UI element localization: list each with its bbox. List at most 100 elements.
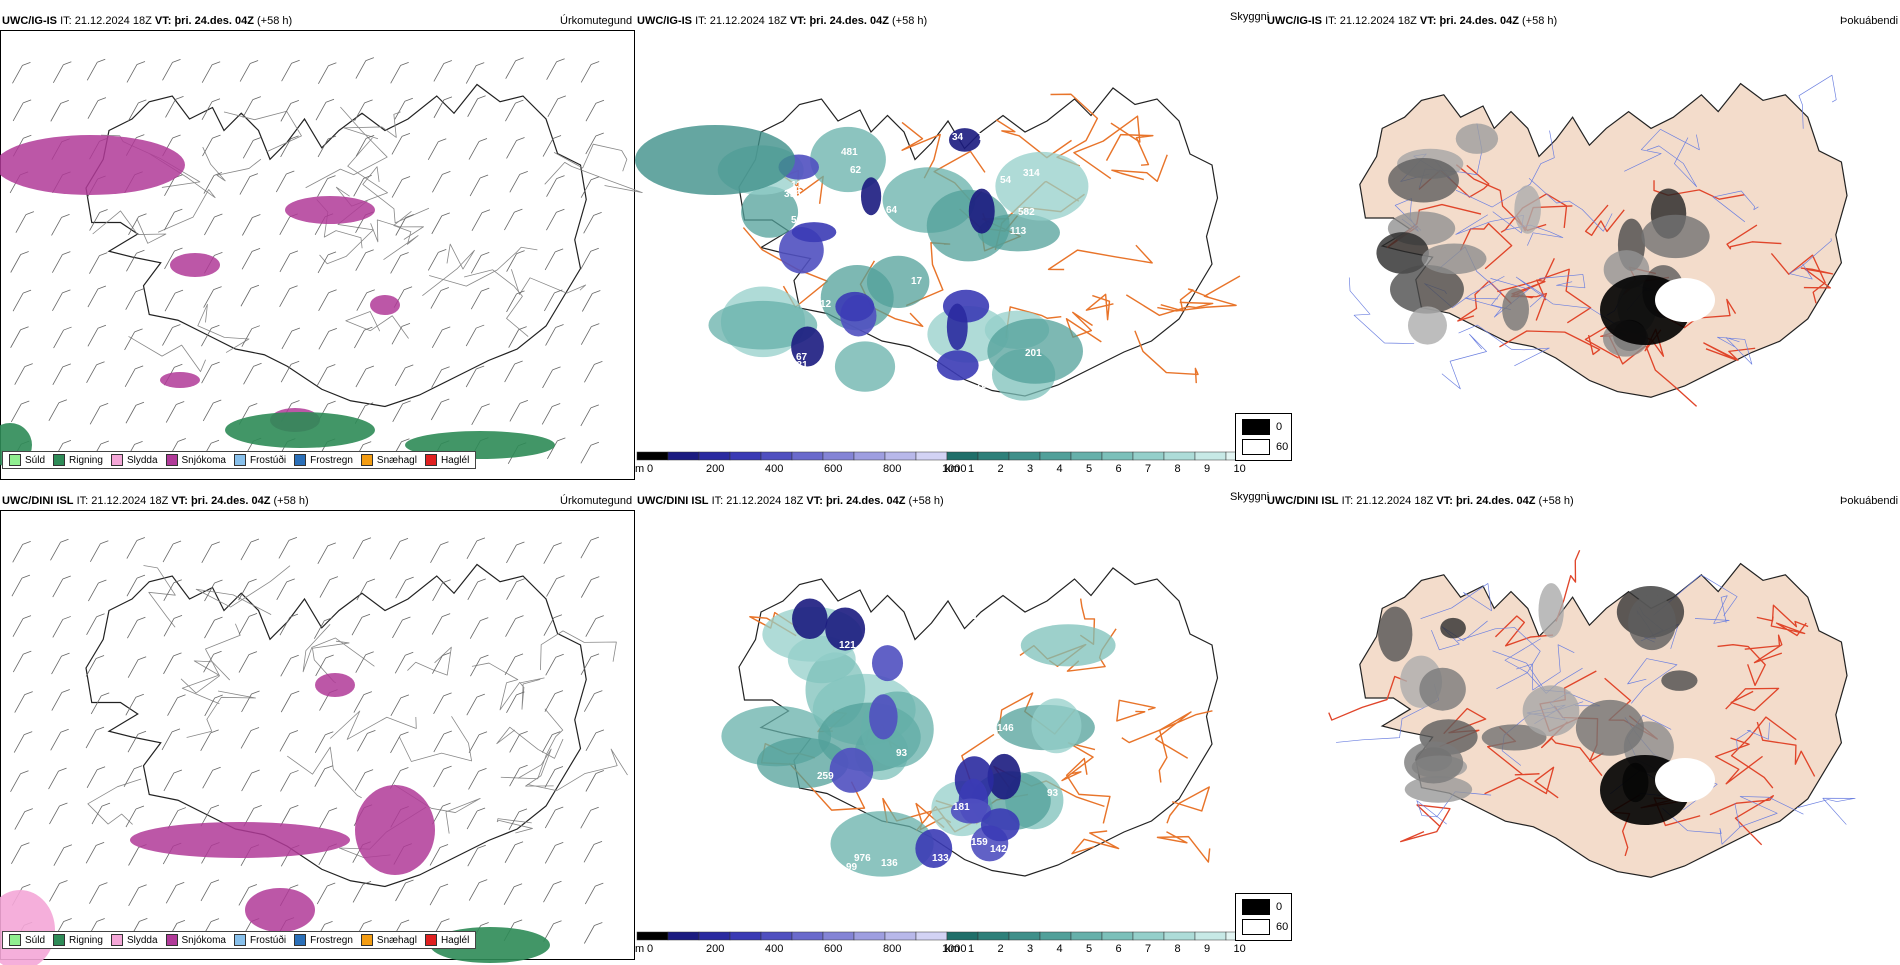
road-line (1441, 333, 1487, 390)
legend-item: Haglél (424, 934, 470, 946)
wind-barb (583, 922, 603, 944)
colorbar-tick: 9 (1204, 463, 1211, 475)
wind-barb (52, 616, 71, 638)
wind-barb (49, 802, 68, 825)
wind-barb (89, 540, 109, 562)
lead-time: (+58 h) (1538, 495, 1574, 507)
road-line (1736, 722, 1770, 750)
wind-barb (279, 613, 299, 636)
wind-barb (470, 654, 489, 677)
road-line (1328, 675, 1408, 721)
it-label: IT: (60, 15, 72, 27)
wind-barb (432, 170, 451, 193)
legend-swatch (165, 454, 178, 466)
panel-header: UWC/IG-IS IT: 21.12.2024 18Z VT: þri. 24… (637, 15, 927, 27)
wind-barb (90, 692, 110, 715)
wind-barb (123, 765, 143, 787)
wind-barb (238, 613, 258, 635)
wind-barb (280, 690, 300, 713)
wind-barb (201, 61, 221, 83)
colorbar-tick: 2 (997, 943, 1004, 955)
road-line (901, 121, 941, 179)
cloudbase-value-label: 64 (886, 205, 898, 216)
fog-panel: UWC/DINI ISL IT: 21.12.2024 18Z VT: þri.… (1235, 495, 1900, 965)
wind-barb (395, 214, 414, 236)
wind-barb (509, 400, 529, 422)
wind-barb (241, 769, 260, 792)
cloudbase-value-label: 330 (963, 632, 980, 643)
road-line (1464, 278, 1530, 318)
colorbar-segment (946, 931, 979, 941)
wind-barb (88, 579, 107, 602)
wind-barb (10, 770, 29, 792)
wind-barb (50, 538, 69, 561)
wind-barb (319, 576, 339, 598)
wind-barb (506, 541, 525, 564)
colorbar-segment (667, 931, 700, 941)
wind-barb (85, 655, 105, 677)
wind-barb (241, 247, 261, 270)
fog-area (1404, 776, 1473, 803)
wind-barb (48, 399, 68, 421)
road-line (1499, 330, 1601, 356)
fog-legend-light-swatch (1242, 919, 1270, 935)
road-line (1455, 211, 1524, 235)
wind-barb (509, 764, 528, 787)
cloudbase-area (948, 128, 981, 152)
wind-barb (468, 138, 488, 160)
it-label: IT: (711, 495, 724, 507)
colorbar-tick: 7 (1145, 943, 1152, 955)
wind-barb (11, 574, 31, 597)
fog-area (1389, 264, 1464, 314)
wind-barb (128, 99, 147, 122)
fog-area (1628, 594, 1676, 651)
road-line (1166, 786, 1210, 824)
wind-barb (357, 729, 376, 752)
wind-barb (127, 616, 146, 639)
wind-barb (580, 441, 600, 464)
road-line (1709, 794, 1774, 846)
wind-barb (242, 96, 261, 118)
wind-barb (200, 879, 220, 902)
colorbar-segment (667, 451, 700, 461)
wind-barb (504, 841, 524, 863)
cloudbase-value-label: 52 (872, 782, 884, 793)
wind-barb (433, 692, 452, 715)
road-line (1627, 658, 1678, 704)
wind-barb (163, 579, 182, 601)
cloudbase-value-label: 146 (997, 723, 1014, 734)
colorbar-unit: km (945, 943, 960, 955)
wind-barb (433, 96, 453, 119)
road-line (1796, 797, 1856, 825)
road-line (1400, 804, 1451, 843)
road-line (181, 660, 231, 705)
wind-barb (242, 214, 261, 236)
legend-swatch (233, 934, 246, 946)
legend-item: Haglél (424, 454, 469, 466)
colorbar-tick: 5 (1086, 463, 1093, 475)
legend-label: Haglél (440, 934, 470, 946)
wind-barb (49, 880, 68, 902)
wind-barb (468, 731, 488, 753)
wind-barb (504, 360, 523, 383)
wind-barb (509, 731, 528, 753)
lead-time: (+58 h) (257, 15, 293, 27)
colorbar-segment (1070, 451, 1103, 461)
precip-type-panel: UWC/DINI ISL IT: 21.12.2024 18Z VT: þri.… (0, 495, 635, 965)
road-line (1457, 627, 1541, 690)
wind-barb (203, 172, 223, 194)
road-line (1154, 710, 1213, 759)
visibility-area (987, 318, 1083, 384)
visibility-area (1020, 624, 1116, 667)
cloudbase-value-label: 559 (995, 609, 1012, 620)
wind-barb (48, 767, 67, 790)
wind-barb (14, 808, 33, 830)
legend-swatch (9, 934, 21, 946)
wind-barb (241, 690, 260, 713)
cloudbase-value-label: 314 (1023, 168, 1040, 179)
cloudbase-value-label: 10 (1000, 684, 1012, 695)
wind-barb (503, 883, 523, 905)
cloudbase-value-label: 78 (987, 642, 999, 653)
road-line (1065, 311, 1102, 343)
wind-barb (87, 285, 107, 308)
